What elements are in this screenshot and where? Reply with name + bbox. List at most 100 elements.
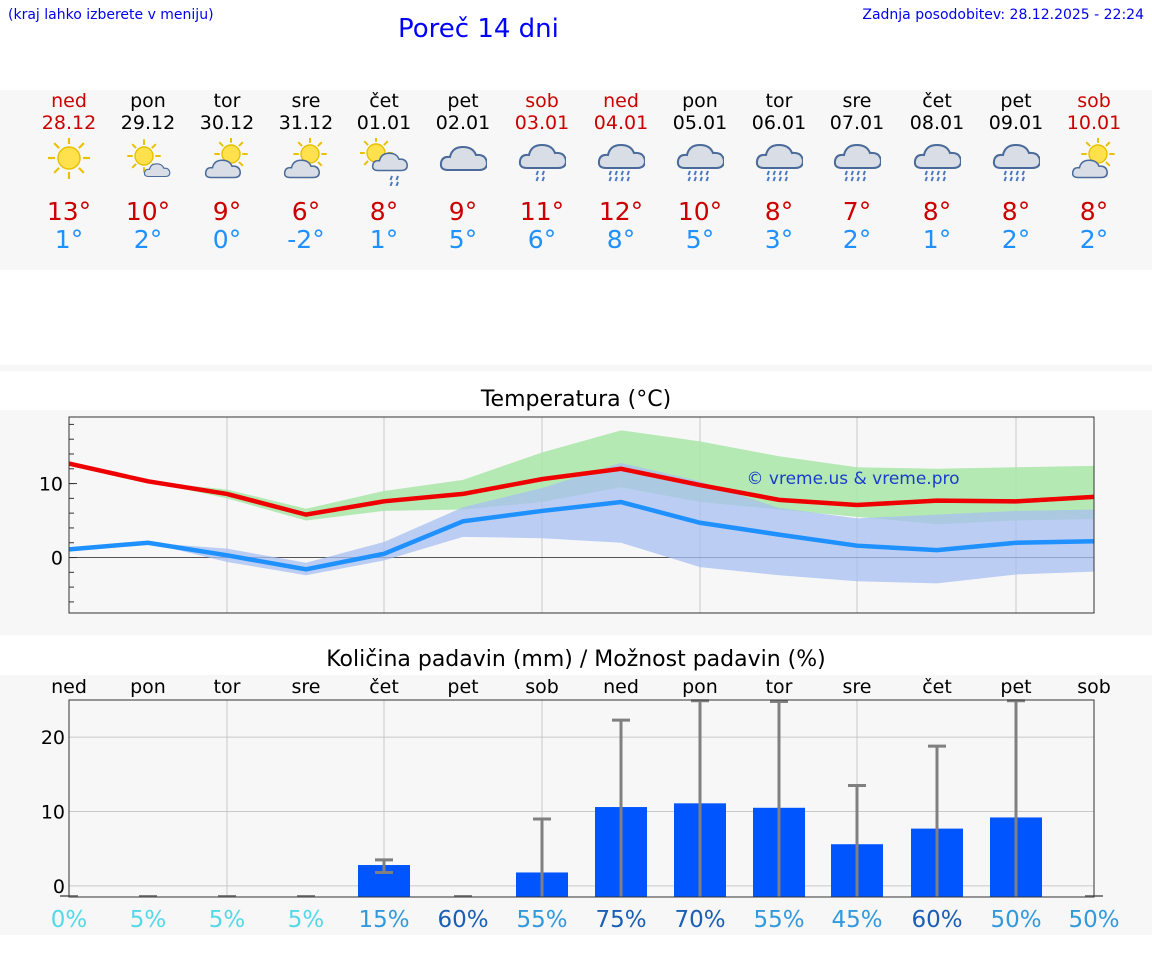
cloud-rain-icon [833,143,881,182]
day-date: 01.01 [356,112,412,134]
day-column: pon 05.01 10° 5° [650,90,750,270]
temp-max: 6° [291,197,321,226]
watermark: © vreme.us & vreme.pro [746,469,959,489]
x-category-label: ned [51,676,87,698]
min-range-band [69,462,1094,584]
temp-min: 8° [606,225,636,254]
temp-min: 1° [369,225,399,254]
x-category-label: sob [525,676,559,698]
partly-cloudy-icon [283,138,327,179]
x-category-label: tor [214,676,241,698]
temp-min: -2° [287,225,325,254]
temp-max: 8° [922,197,952,226]
day-column: ned 28.12 13° 1° [19,90,119,270]
cloud-rain-icon [755,143,803,182]
cloud-rain-icon [676,143,724,182]
day-date: 09.01 [988,112,1044,134]
forecast-strip: ned 28.12 13° 1° pon 29.12 10° 2° tor 30.12 9° 0° sr… [0,90,1152,270]
day-column: sre 31.12 6° -2° [256,90,356,270]
temp-max: 9° [212,197,242,226]
temp-max: 8° [764,197,794,226]
temp-min: 5° [448,225,478,254]
precip-probability: 5% [130,907,167,933]
sun-small-cloud-icon [127,139,171,178]
x-category-label: ned [603,676,639,698]
temp-min: 2° [1079,225,1109,254]
temp-min: 2° [133,225,163,254]
day-name: tor [765,90,793,112]
y-tick-label: 10 [39,474,63,496]
temp-min: 5° [685,225,715,254]
x-category-label: tor [766,676,793,698]
page-title: Poreč 14 dni [398,14,559,44]
last-updated: Zadnja posodobitev: 28.12.2025 - 22:24 [862,7,1144,23]
day-column: pet 02.01 9° 5° [413,90,513,270]
min-temp-line [68,499,1095,572]
x-category-label: sob [1077,676,1111,698]
precip-probability: 0% [51,907,88,933]
section-divider [0,365,1152,371]
x-category-label: sre [843,676,872,698]
x-category-label: pon [682,676,718,698]
location-hint[interactable]: (kraj lahko izberete v meniju) [8,7,214,23]
day-name: pon [682,90,718,112]
temp-max: 11° [519,197,565,226]
temp-min: 2° [842,225,872,254]
partly-cloudy-icon [1071,138,1115,179]
precip-probability: 50% [990,907,1041,933]
temp-min: 1° [54,225,84,254]
precip-probability: 15% [358,907,409,933]
day-column: sob 03.01 11° 6° [492,90,592,270]
temp-min: 2° [1001,225,1031,254]
x-category-label: pet [447,676,478,698]
day-name: ned [51,90,87,112]
day-name: sre [842,90,872,112]
temp-min: 6° [527,225,557,254]
temp-max: 7° [842,197,872,226]
x-category-label: pet [1000,676,1031,698]
day-column: čet 01.01 8° 1° [334,90,434,270]
sun-icon [48,138,90,179]
day-name: sre [291,90,321,112]
day-name: pon [130,90,166,112]
day-column: tor 30.12 9° 0° [177,90,277,270]
y-tick-label: 20 [41,727,65,749]
day-date: 05.01 [672,112,728,134]
day-name: sob [525,90,559,112]
temp-min: 0° [212,225,242,254]
day-name: čet [369,90,399,112]
precip-probability: 75% [595,907,646,933]
temp-max: 10° [677,197,723,226]
day-name: tor [213,90,241,112]
day-date: 10.01 [1066,112,1122,134]
temp-min: 1° [922,225,952,254]
cloudy-icon [439,145,487,171]
x-category-label: sre [292,676,321,698]
day-column: pon 29.12 10° 2° [98,90,198,270]
precip-probability: 70% [674,907,725,933]
temp-min: 3° [764,225,794,254]
cloud-rain-icon [992,143,1040,182]
y-tick-label: 10 [41,802,65,824]
precip-probability: 5% [288,907,325,933]
day-date: 31.12 [278,112,334,134]
day-name: ned [603,90,639,112]
precipitation-chart-title: Količina padavin (mm) / Možnost padavin … [326,647,826,672]
cloud-light-rain-icon [518,143,566,182]
precip-probability: 50% [1068,907,1119,933]
plot-frame [68,699,1095,898]
precip-probability: 45% [831,907,882,933]
day-column: sre 07.01 7° 2° [807,90,907,270]
day-name: sob [1077,90,1111,112]
x-category-label: pon [130,676,166,698]
temperature-chart-title: Temperatura (°C) [480,387,672,412]
day-column: čet 08.01 8° 1° [887,90,987,270]
day-name: čet [922,90,952,112]
temperature-chart: 10 0 © vreme.us & vreme.pro [39,416,1095,614]
day-date: 02.01 [435,112,491,134]
day-date: 29.12 [120,112,176,134]
max-temp-line [68,461,1095,517]
temp-max: 8° [369,197,399,226]
precip-probability: 5% [209,907,246,933]
day-name: pet [1000,90,1032,112]
